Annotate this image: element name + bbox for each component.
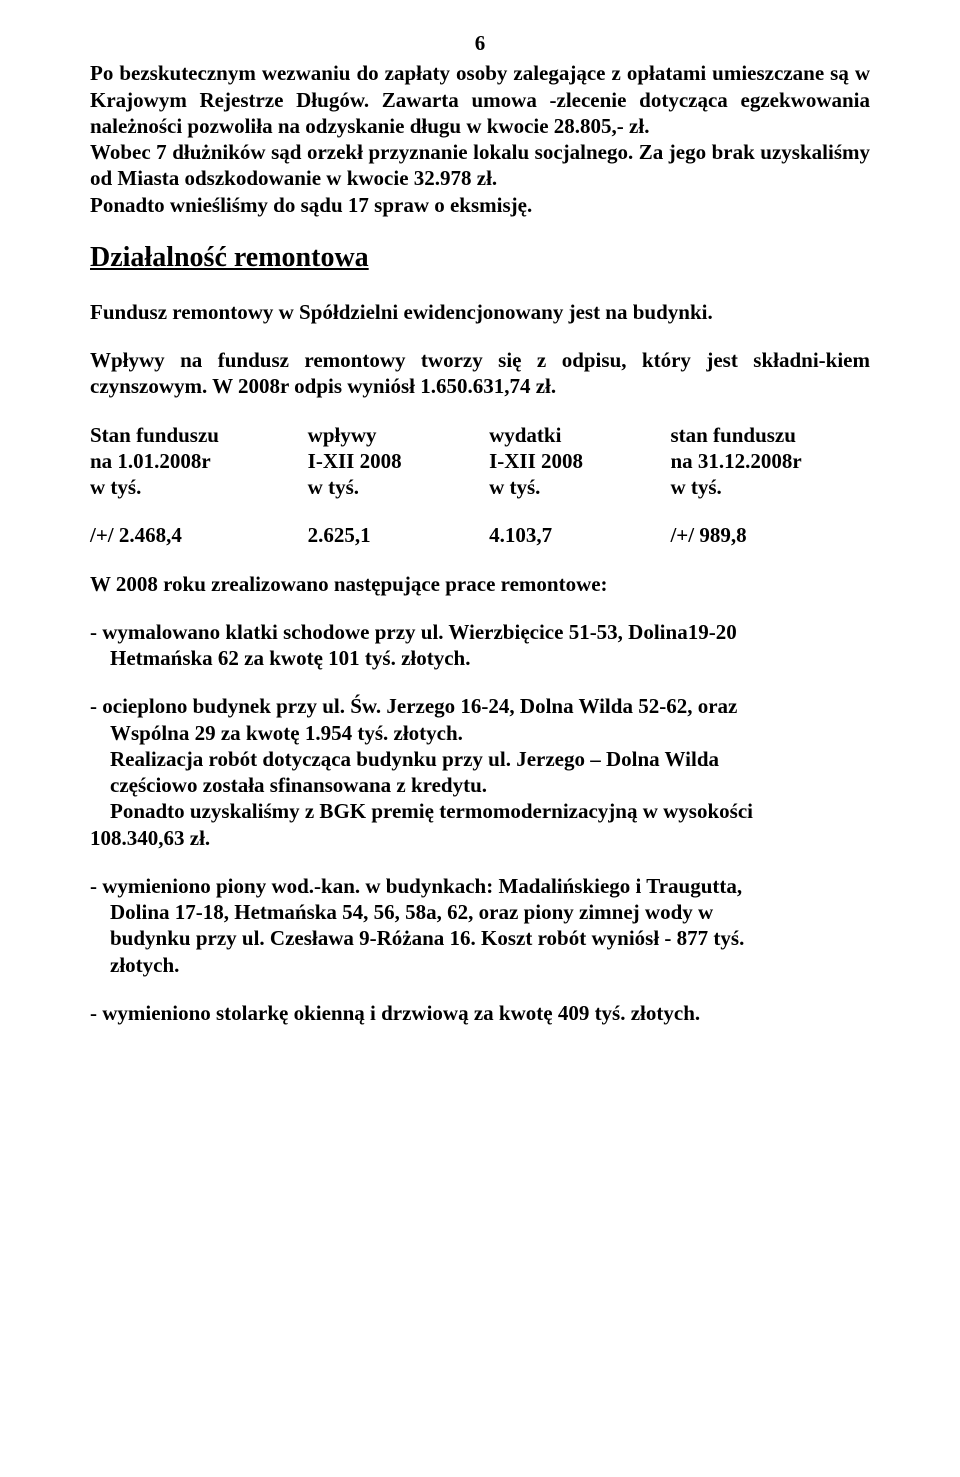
text: - wymieniono piony wod.-kan. w budynkach…: [90, 873, 870, 899]
paragraph-works-intro: W 2008 roku zrealizowano następujące pra…: [90, 571, 870, 597]
text: w tyś.: [489, 475, 540, 499]
text: - ocieplono budynek przy ul. Św. Jerzego…: [90, 693, 870, 719]
table-header-cell: wpływy I-XII 2008 w tyś.: [308, 422, 489, 501]
paragraph-fund-info: Fundusz remontowy w Spółdzielni ewidencj…: [90, 299, 870, 325]
text: - wymieniono stolarkę okienną i drzwiową…: [90, 1000, 870, 1026]
paragraph-intro: Po bezskutecznym wezwaniu do zapłaty oso…: [90, 60, 870, 218]
text: Wspólna 29 za kwotę 1.954 tyś. złotych.: [90, 720, 870, 746]
text: w tyś.: [308, 475, 359, 499]
text: Ponadto wnieśliśmy do sądu 17 spraw o ek…: [90, 193, 532, 217]
section-heading: Działalność remontowa: [90, 240, 870, 275]
text: na 31.12.2008r: [670, 449, 801, 473]
text: stan funduszu: [670, 423, 795, 447]
text: budynku przy ul. Czesława 9-Różana 16. K…: [90, 925, 870, 951]
text: Ponadto uzyskaliśmy z BGK premię termomo…: [90, 798, 870, 824]
paragraph-fund-inflow: Wpływy na fundusz remontowy tworzy się z…: [90, 347, 870, 400]
work-item-3: - wymieniono piony wod.-kan. w budynkach…: [90, 873, 870, 978]
work-item-2: - ocieplono budynek przy ul. Św. Jerzego…: [90, 693, 870, 851]
table-header-cell: Stan funduszu na 1.01.2008r w tyś.: [90, 422, 308, 501]
text: w tyś.: [670, 475, 721, 499]
text: Stan funduszu: [90, 423, 219, 447]
table-header-cell: wydatki I-XII 2008 w tyś.: [489, 422, 670, 501]
table-data-cell: /+/ 2.468,4: [90, 500, 308, 548]
text: w tyś.: [90, 475, 141, 499]
table-data-cell: 2.625,1: [308, 500, 489, 548]
text: I-XII 2008: [308, 449, 402, 473]
table-data-cell: /+/ 989,8: [670, 500, 870, 548]
text: złotych.: [90, 952, 870, 978]
text: Dolina 17-18, Hetmańska 54, 56, 58a, 62,…: [90, 899, 870, 925]
text: Po bezskutecznym wezwaniu do zapłaty oso…: [90, 61, 870, 138]
text: Wobec 7 dłużników sąd orzekł przyznanie …: [90, 140, 870, 190]
text: 108.340,63 zł.: [90, 825, 870, 851]
work-item-1: - wymalowano klatki schodowe przy ul. Wi…: [90, 619, 870, 672]
text: wydatki: [489, 423, 561, 447]
document-page: 6 Po bezskutecznym wezwaniu do zapłaty o…: [0, 0, 960, 1477]
work-item-4: - wymieniono stolarkę okienną i drzwiową…: [90, 1000, 870, 1026]
text: Realizacja robót dotycząca budynku przy …: [90, 746, 870, 772]
text: - wymalowano klatki schodowe przy ul. Wi…: [90, 619, 870, 645]
table-data-cell: 4.103,7: [489, 500, 670, 548]
text: częściowo została sfinansowana z kredytu…: [90, 772, 870, 798]
text: Hetmańska 62 za kwotę 101 tyś. złotych.: [90, 645, 870, 671]
fund-table: Stan funduszu na 1.01.2008r w tyś. wpływ…: [90, 422, 870, 549]
text: I-XII 2008: [489, 449, 583, 473]
table-header-cell: stan funduszu na 31.12.2008r w tyś.: [670, 422, 870, 501]
text: wpływy: [308, 423, 377, 447]
text: na 1.01.2008r: [90, 449, 211, 473]
page-number: 6: [90, 30, 870, 56]
